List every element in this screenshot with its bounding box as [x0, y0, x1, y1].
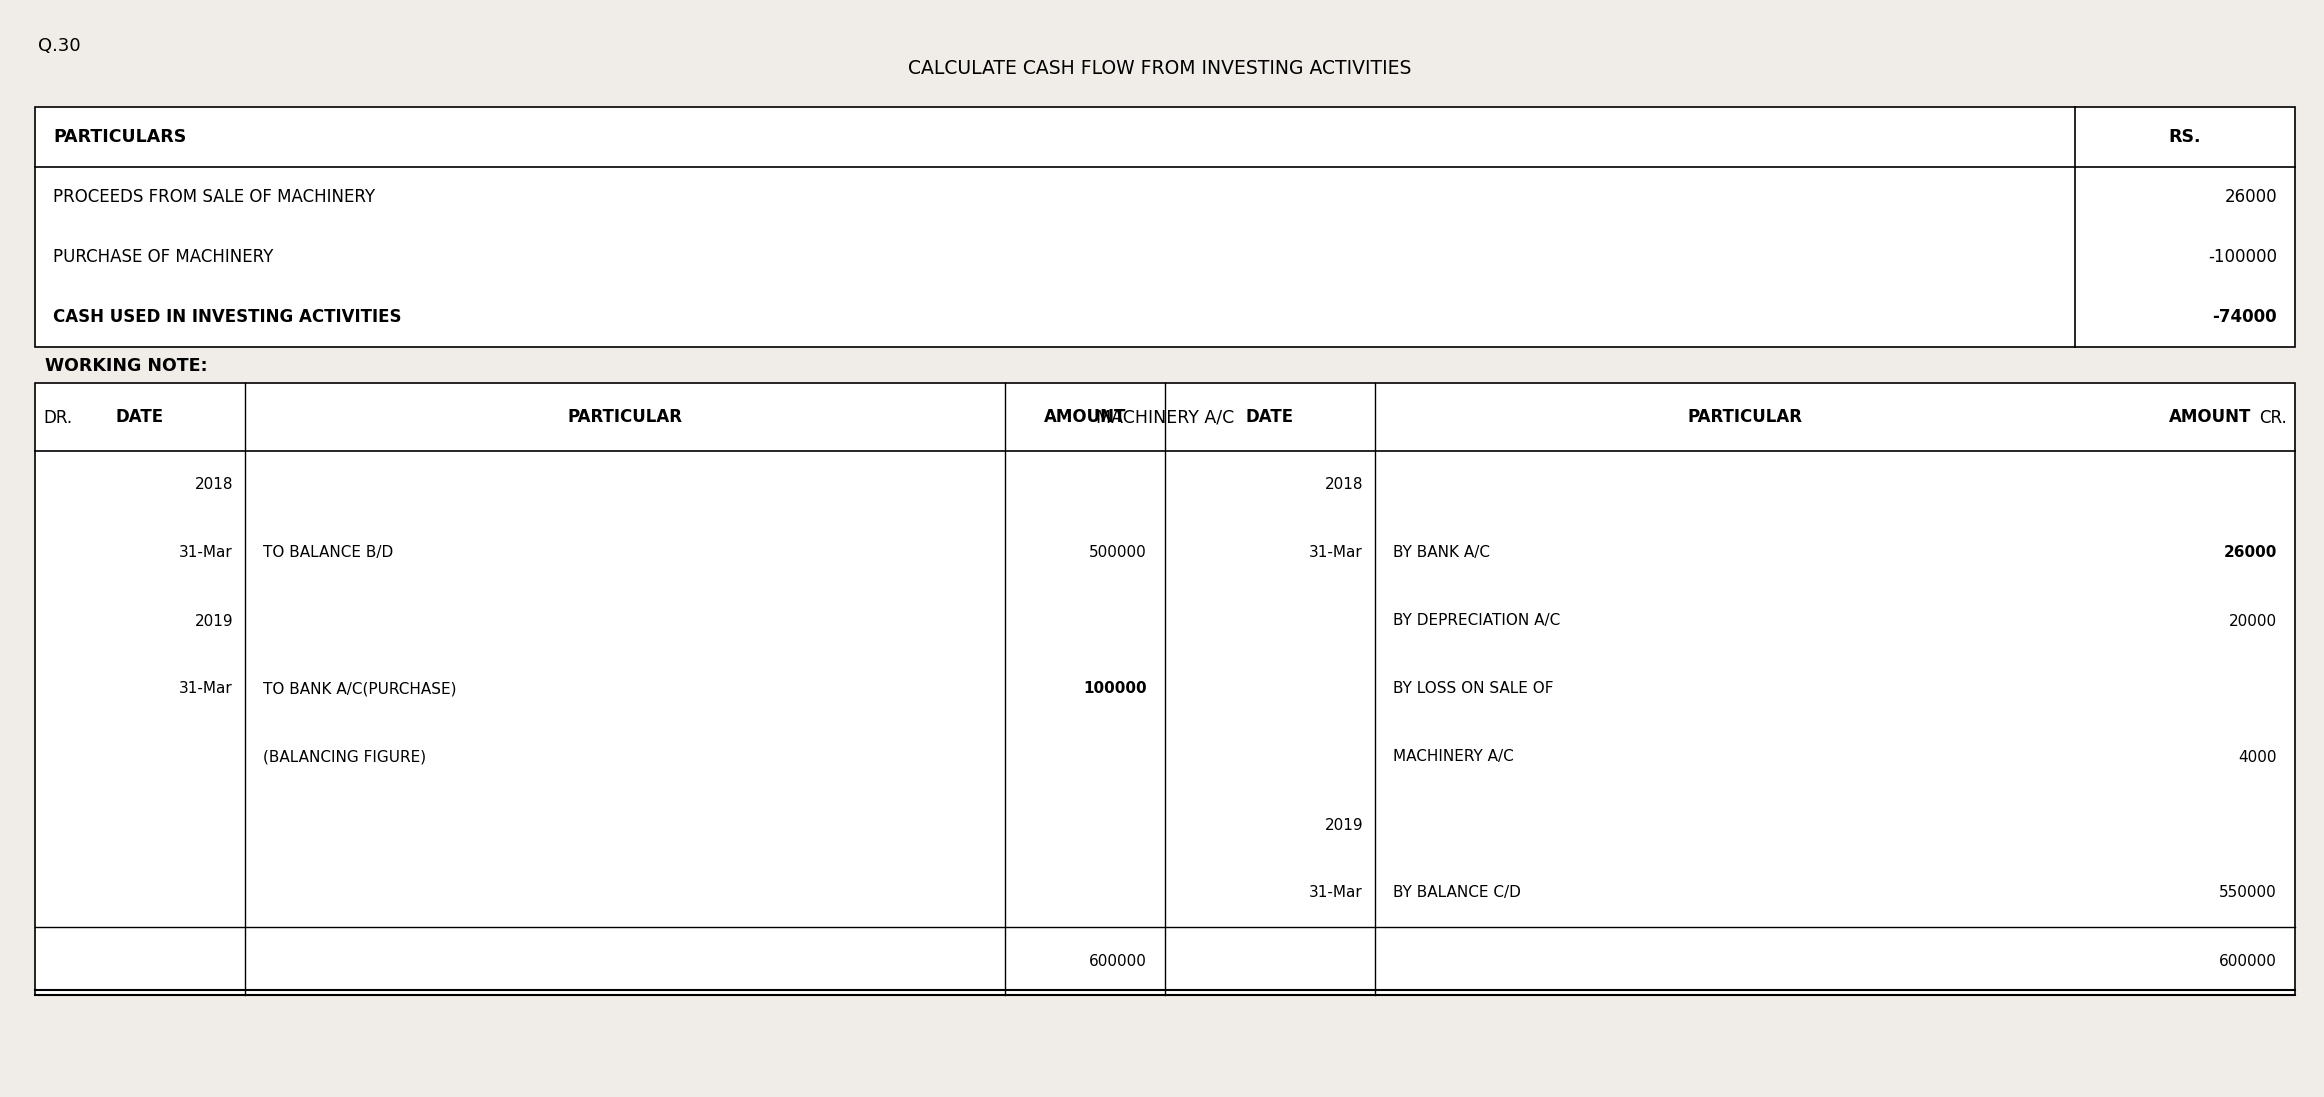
- Text: WORKING NOTE:: WORKING NOTE:: [44, 357, 207, 375]
- Text: RS.: RS.: [2168, 128, 2201, 146]
- Text: (BALANCING FIGURE): (BALANCING FIGURE): [263, 749, 425, 765]
- Text: 100000: 100000: [1083, 681, 1148, 697]
- Text: -100000: -100000: [2208, 248, 2278, 265]
- Text: Q.30: Q.30: [37, 37, 81, 55]
- Text: BY BANK A/C: BY BANK A/C: [1392, 545, 1490, 561]
- Text: 20000: 20000: [2229, 613, 2278, 629]
- Text: 2018: 2018: [1325, 477, 1362, 493]
- Text: CASH USED IN INVESTING ACTIVITIES: CASH USED IN INVESTING ACTIVITIES: [53, 308, 402, 326]
- Text: -74000: -74000: [2212, 308, 2278, 326]
- Text: AMOUNT: AMOUNT: [1043, 408, 1127, 426]
- Text: CALCULATE CASH FLOW FROM INVESTING ACTIVITIES: CALCULATE CASH FLOW FROM INVESTING ACTIV…: [909, 59, 1411, 78]
- Text: TO BALANCE B/D: TO BALANCE B/D: [263, 545, 393, 561]
- Text: 2018: 2018: [195, 477, 232, 493]
- Bar: [35, 383, 2296, 995]
- Text: 31-Mar: 31-Mar: [1308, 885, 1362, 901]
- Text: AMOUNT: AMOUNT: [2168, 408, 2252, 426]
- Text: CR.: CR.: [2259, 409, 2287, 427]
- Text: PURCHASE OF MACHINERY: PURCHASE OF MACHINERY: [53, 248, 274, 265]
- Text: 4000: 4000: [2238, 749, 2278, 765]
- Text: DATE: DATE: [116, 408, 165, 426]
- Text: PARTICULAR: PARTICULAR: [1687, 408, 1803, 426]
- Text: 500000: 500000: [1090, 545, 1148, 561]
- Text: 31-Mar: 31-Mar: [1308, 545, 1362, 561]
- Text: 600000: 600000: [1090, 953, 1148, 969]
- Text: 26000: 26000: [2224, 545, 2278, 561]
- Text: MACHINERY A/C: MACHINERY A/C: [1392, 749, 1513, 765]
- Text: MACHINERY A/C: MACHINERY A/C: [1097, 409, 1234, 427]
- Text: 2019: 2019: [195, 613, 232, 629]
- Text: 2019: 2019: [1325, 817, 1362, 833]
- Text: 550000: 550000: [2219, 885, 2278, 901]
- Text: BY DEPRECIATION A/C: BY DEPRECIATION A/C: [1392, 613, 1559, 629]
- Text: 31-Mar: 31-Mar: [179, 681, 232, 697]
- Text: 26000: 26000: [2224, 188, 2278, 206]
- Text: DATE: DATE: [1246, 408, 1294, 426]
- Text: PARTICULARS: PARTICULARS: [53, 128, 186, 146]
- Text: PARTICULAR: PARTICULAR: [567, 408, 683, 426]
- Text: BY BALANCE C/D: BY BALANCE C/D: [1392, 885, 1520, 901]
- Text: 600000: 600000: [2219, 953, 2278, 969]
- Text: TO BANK A/C(PURCHASE): TO BANK A/C(PURCHASE): [263, 681, 456, 697]
- Text: 31-Mar: 31-Mar: [179, 545, 232, 561]
- Text: BY LOSS ON SALE OF: BY LOSS ON SALE OF: [1392, 681, 1552, 697]
- Text: DR.: DR.: [44, 409, 72, 427]
- Text: PROCEEDS FROM SALE OF MACHINERY: PROCEEDS FROM SALE OF MACHINERY: [53, 188, 374, 206]
- Bar: [35, 108, 2296, 347]
